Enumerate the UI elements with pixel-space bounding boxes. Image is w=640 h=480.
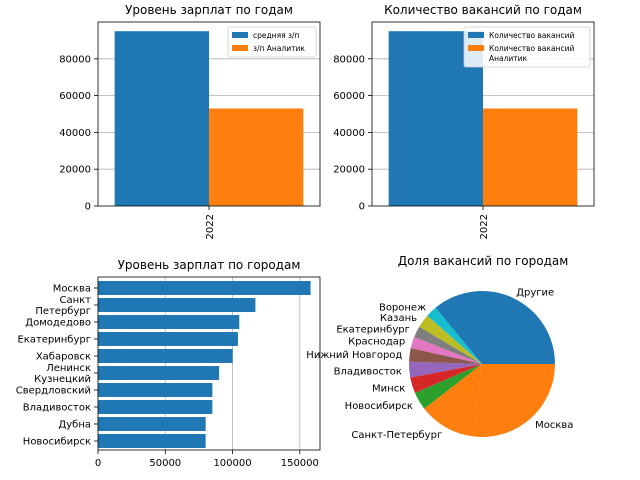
axes-frame	[97, 276, 321, 451]
y-tick-label: Ленинск Кузнецкий	[34, 363, 91, 385]
pie-label: Краснодар	[348, 336, 405, 347]
pie-label: Воронеж	[379, 302, 426, 313]
y-tick-label: 40000	[59, 128, 91, 139]
pie-slice	[409, 348, 482, 364]
bar-city	[98, 417, 206, 431]
pie-label: Москва	[535, 420, 573, 431]
pie-slice	[409, 361, 482, 378]
x-tick-label: 150000	[281, 458, 319, 469]
pie-slice	[410, 337, 482, 364]
x-tick-label: 0	[95, 458, 101, 469]
bar-city	[98, 400, 213, 414]
y-tick-label: Москва	[53, 284, 91, 295]
chart-vacancy-share: Доля вакансий по городам Другие ВоронежКаз…	[306, 254, 573, 441]
legend-label: Количество вакансий	[489, 31, 575, 40]
y-tick-label: Свердловский	[16, 386, 91, 397]
bar-city	[98, 349, 233, 363]
pie-slice	[472, 364, 555, 437]
bar-analyst	[209, 108, 304, 206]
x-tick-label: 2022	[479, 214, 490, 239]
bar-city	[98, 281, 311, 295]
chart-vacancies-by-year: Количество вакансий по годам 0 20000 40000 6…	[333, 3, 595, 239]
y-tick-label: 20000	[333, 165, 365, 176]
bar-primary	[114, 31, 209, 207]
y-tick-label: Новосибирск	[23, 437, 91, 448]
legend-frame	[227, 26, 317, 58]
legend-label: Количество вакансий	[489, 44, 575, 53]
pie-label: Казань	[380, 313, 417, 324]
pie-label: Нижний Новгород	[306, 350, 402, 361]
legend-label: средняя з/п	[253, 31, 300, 40]
bar-city	[98, 383, 213, 397]
bar-city	[98, 366, 220, 380]
bar-city	[98, 315, 240, 329]
pie-label: Владивосток	[334, 366, 402, 377]
pie-label: Новосибирск	[345, 401, 413, 412]
pie-label: Минск	[372, 384, 405, 395]
axes-frame	[97, 21, 321, 207]
pie-slice	[435, 290, 555, 364]
bar-city	[98, 332, 238, 346]
y-tick-label: 60000	[333, 91, 365, 102]
y-tick-label: Дубна	[58, 420, 91, 431]
legend-swatch	[468, 32, 484, 38]
chart-title: Количество вакансий по годам	[384, 3, 582, 17]
x-tick-label: 100000	[213, 458, 251, 469]
chart-title: Доля вакансий по городам	[398, 254, 569, 268]
pie-slice	[410, 364, 482, 393]
y-tick-label: Екатеринбург	[17, 335, 91, 346]
bar-city	[98, 434, 206, 448]
y-tick-label: 0	[359, 202, 365, 213]
chart-salary-by-year: Уровень зарплат по годам 0 20000 40000 60000…	[59, 3, 321, 239]
pie-slice	[427, 307, 482, 364]
chart-title: Уровень зарплат по городам	[118, 258, 301, 272]
y-tick-label: 40000	[333, 128, 365, 139]
legend-swatch	[232, 32, 248, 38]
pie-label: Санкт-Петербург	[351, 430, 442, 441]
pie-slice	[419, 315, 482, 364]
legend-swatch	[468, 45, 484, 51]
y-tick-label: Домодедово	[25, 318, 91, 329]
legend: средняя з/п з/п Аналитик	[227, 26, 317, 58]
legend-swatch	[232, 45, 248, 51]
y-tick-label: Санкт Петербург	[35, 295, 91, 317]
y-tick-label: 80000	[59, 54, 91, 65]
pie-label: Другие	[516, 287, 554, 298]
y-tick-label: 80000	[333, 54, 365, 65]
bar-city	[98, 298, 256, 312]
legend-frame	[463, 26, 591, 68]
pie-slice	[424, 364, 482, 437]
x-tick-label: 2022	[205, 214, 216, 239]
axes-frame	[371, 21, 595, 207]
x-tick-label: 50000	[149, 458, 181, 469]
legend-label: з/п Аналитик	[253, 44, 305, 53]
legend-label: Аналитик	[489, 54, 528, 63]
bar-analyst	[483, 108, 578, 206]
y-tick-label: Владивосток	[23, 403, 91, 414]
pie-label: Екатеринбург	[336, 325, 410, 336]
pie-slice	[415, 364, 482, 409]
chart-salary-by-city: Уровень зарплат по городам 0 50000 100000 15…	[16, 258, 321, 469]
chart-title: Уровень зарплат по годам	[125, 3, 293, 17]
y-tick-label: Хабаровск	[36, 352, 91, 363]
y-tick-label: 20000	[59, 165, 91, 176]
y-tick-label: 0	[85, 202, 91, 213]
y-tick-label: 60000	[59, 91, 91, 102]
pie-slice	[414, 326, 482, 364]
